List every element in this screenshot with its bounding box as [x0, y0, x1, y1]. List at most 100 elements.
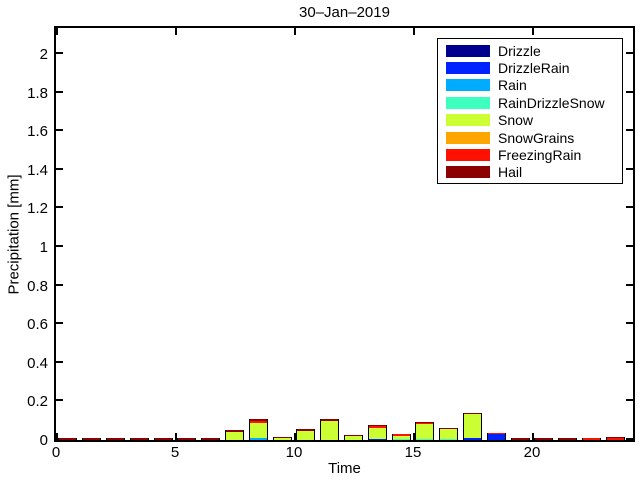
- bar-segment-freezingrain: [369, 426, 386, 428]
- bar-segment-freezingrain: [488, 433, 505, 434]
- legend-label: RainDrizzleSnow: [498, 94, 605, 111]
- y-tick-label: 0.4: [27, 355, 48, 372]
- legend-item-snow: Snow: [446, 112, 622, 129]
- x-tick-label: 5: [170, 444, 180, 461]
- legend-label: Drizzle: [498, 42, 541, 59]
- bar-hour-0: [58, 438, 77, 440]
- bar-hour-1: [82, 438, 101, 440]
- bar-segment-hail: [297, 429, 314, 431]
- legend-item-hail: Hail: [446, 164, 622, 181]
- legend-swatch-icon: [446, 149, 490, 162]
- x-axis-tick: [56, 433, 58, 440]
- x-tick-label: 20: [523, 444, 541, 461]
- bar-hour-8: [249, 419, 268, 440]
- bar-hour-16: [439, 428, 458, 440]
- y-axis-tick: [626, 245, 633, 247]
- legend-item-drizzle: Drizzle: [446, 42, 622, 59]
- legend-item-rain: Rain: [446, 77, 622, 94]
- x-axis-tick: [413, 433, 415, 440]
- bar-segment-snow: [416, 424, 433, 439]
- legend-swatch-icon: [446, 131, 490, 144]
- y-axis-tick: [56, 91, 63, 93]
- y-axis-tick: [56, 168, 63, 170]
- legend-label: DrizzleRain: [498, 60, 570, 77]
- bar-hour-7: [225, 430, 244, 440]
- y-axis-tick: [56, 206, 63, 208]
- y-axis-tick: [626, 399, 633, 401]
- x-axis-tick: [175, 28, 177, 35]
- legend-label: Snow: [498, 112, 534, 129]
- bar-segment-snow: [393, 436, 410, 439]
- legend-label: Hail: [498, 164, 523, 181]
- bar-segment-snow: [297, 431, 314, 440]
- plot-area: Drizzle DrizzleRain Rain RainDrizzleSnow Sno…: [54, 26, 635, 442]
- bar-segment-hail: [131, 438, 148, 440]
- legend-swatch-icon: [446, 44, 490, 57]
- bar-segment-hail: [416, 422, 433, 423]
- bar-hour-17: [463, 413, 482, 440]
- legend-swatch-icon: [446, 79, 490, 92]
- y-axis-tick: [626, 91, 633, 93]
- bar-segment-snow: [440, 429, 457, 439]
- bar-hour-20: [534, 438, 553, 440]
- bar-segment-hail: [202, 438, 219, 440]
- y-axis-tick: [56, 245, 63, 247]
- bar-hour-11: [320, 419, 339, 440]
- bar-hour-4: [154, 438, 173, 440]
- bar-segment-snow: [464, 414, 481, 438]
- y-axis-tick: [626, 168, 633, 170]
- bar-segment-hail: [535, 438, 552, 440]
- bar-segment-raindrizzlesnow: [440, 439, 457, 440]
- legend-label: Rain: [498, 77, 527, 94]
- bar-hour-14: [392, 434, 411, 440]
- legend-swatch-icon: [446, 96, 490, 109]
- bar-hour-9: [273, 437, 292, 440]
- legend-label: SnowGrains: [498, 129, 575, 146]
- bar-segment-freezingrain: [416, 423, 433, 424]
- y-tick-label: 0.6: [27, 316, 48, 333]
- bar-hour-13: [368, 425, 387, 440]
- y-axis-tick: [626, 52, 633, 54]
- y-axis-tick: [56, 52, 63, 54]
- bar-segment-rain: [250, 438, 267, 440]
- x-axis-tick: [532, 28, 534, 35]
- bar-segment-hail: [226, 430, 243, 432]
- bar-hour-10: [296, 429, 315, 440]
- bar-segment-freezingrain: [393, 434, 410, 436]
- bar-segment-hail: [178, 438, 195, 440]
- bar-hour-6: [201, 438, 220, 440]
- x-axis-tick: [294, 433, 296, 440]
- x-tick-label: 10: [285, 444, 303, 461]
- bar-segment-snow: [250, 423, 267, 438]
- y-tick-label: 1.6: [27, 123, 48, 140]
- bar-segment-drizzlerain: [488, 434, 505, 440]
- bar-segment-hail: [107, 438, 124, 440]
- bar-hour-3: [130, 438, 149, 440]
- x-axis-tick: [175, 433, 177, 440]
- bar-segment-hail: [59, 438, 76, 440]
- y-axis-tick: [56, 361, 63, 363]
- legend-swatch-icon: [446, 114, 490, 127]
- bar-hour-5: [177, 438, 196, 440]
- legend-swatch-icon: [446, 62, 490, 75]
- y-axis-tick: [56, 129, 63, 131]
- y-axis-tick: [626, 206, 633, 208]
- bar-segment-drizzlerain: [464, 438, 481, 440]
- bar-hour-15: [415, 422, 434, 440]
- y-axis-tick: [626, 438, 633, 440]
- legend-swatch-icon: [446, 166, 490, 179]
- x-axis-tick: [294, 28, 296, 35]
- bar-hour-18: [487, 433, 506, 440]
- chart-title: 30–Jan–2019: [299, 4, 390, 21]
- bar-segment-hail: [250, 419, 267, 421]
- x-axis-label: Time: [328, 460, 361, 477]
- legend: Drizzle DrizzleRain Rain RainDrizzleSnow Sno…: [437, 38, 623, 184]
- bar-hour-23: [606, 437, 625, 440]
- legend-item-freezingrain: FreezingRain: [446, 146, 622, 163]
- bar-segment-freezingrain: [250, 421, 267, 423]
- y-tick-label: 0.8: [27, 278, 48, 295]
- bar-hour-22: [582, 438, 601, 440]
- bar-segment-snow: [226, 432, 243, 440]
- bar-segment-snow: [274, 438, 291, 440]
- y-axis-tick: [626, 284, 633, 286]
